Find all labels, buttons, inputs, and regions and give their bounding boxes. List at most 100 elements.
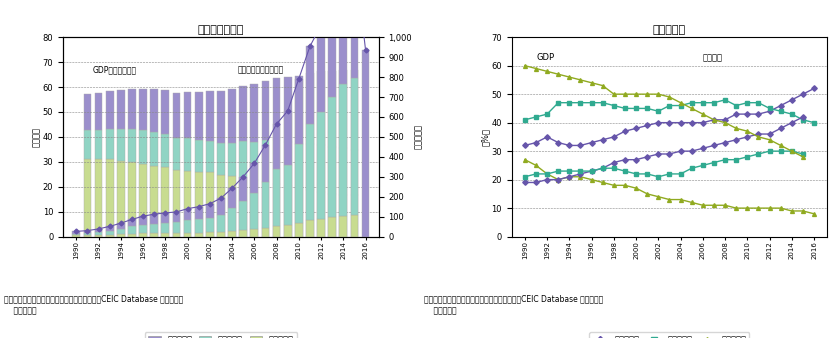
Bar (239, 142, 247, 177)
Bar (318, 192, 325, 237)
Bar (83, 94, 92, 130)
Bar (95, 93, 102, 129)
Bar (350, 78, 359, 215)
Bar (250, 163, 258, 193)
Legend: 第三次産業, 第二次産業, 第一次産業: 第三次産業, 第二次産業, 第一次産業 (144, 333, 297, 338)
Bar (228, 143, 236, 176)
Bar (161, 134, 169, 167)
Bar (261, 145, 270, 182)
Bar (195, 219, 202, 233)
Bar (95, 229, 102, 232)
Bar (228, 176, 236, 237)
Bar (184, 220, 192, 233)
Bar (172, 233, 181, 237)
Y-axis label: （兆元）: （兆元） (32, 127, 41, 147)
Bar (239, 177, 247, 201)
Bar (261, 182, 270, 237)
Bar (172, 212, 181, 222)
Bar (328, 147, 336, 194)
Bar (250, 180, 258, 237)
Bar (184, 171, 192, 237)
Bar (128, 234, 136, 237)
Text: GDP（左目盛り）: GDP（左目盛り） (93, 65, 137, 74)
Bar (239, 230, 247, 237)
Bar (217, 198, 225, 215)
Bar (150, 233, 158, 237)
Bar (128, 162, 136, 237)
Bar (261, 81, 270, 141)
Bar (261, 141, 270, 182)
Bar (206, 172, 213, 237)
Bar (228, 89, 236, 143)
Bar (339, 84, 347, 216)
Text: 就業人員（右目盛り）: 就業人員（右目盛り） (238, 65, 284, 74)
Bar (284, 143, 291, 186)
Bar (295, 144, 302, 188)
Bar (328, 1, 336, 97)
Bar (95, 159, 102, 237)
Bar (328, 217, 336, 237)
Bar (139, 130, 147, 164)
Bar (239, 177, 247, 237)
Bar (350, 195, 359, 237)
Bar (217, 232, 225, 237)
Bar (206, 218, 213, 232)
Bar (128, 226, 136, 234)
Bar (217, 175, 225, 237)
Bar (150, 89, 158, 131)
Y-axis label: （百万人）: （百万人） (413, 124, 423, 149)
Bar (139, 233, 147, 237)
Bar (117, 161, 124, 237)
Bar (284, 111, 291, 165)
Bar (350, 70, 359, 150)
Bar (328, 97, 336, 217)
Bar (295, 76, 302, 144)
Bar (184, 92, 192, 138)
Bar (139, 164, 147, 237)
Bar (106, 235, 113, 237)
Bar (139, 216, 147, 225)
Bar (273, 184, 281, 237)
Bar (273, 78, 281, 140)
Bar (172, 222, 181, 233)
Bar (261, 228, 270, 237)
Bar (261, 182, 270, 228)
Bar (117, 228, 124, 234)
Bar (339, 70, 347, 148)
Bar (106, 128, 113, 160)
Bar (250, 142, 258, 180)
Bar (328, 71, 336, 147)
Bar (217, 91, 225, 143)
Title: （金額・人数）: （金額・人数） (197, 25, 244, 35)
Bar (250, 230, 258, 237)
Bar (295, 188, 302, 237)
Bar (95, 235, 102, 237)
Bar (83, 235, 92, 237)
Bar (83, 159, 92, 237)
Bar (106, 226, 113, 231)
Bar (228, 208, 236, 231)
Bar (350, 150, 359, 195)
Bar (172, 93, 181, 138)
Bar (184, 138, 192, 171)
Bar (150, 224, 158, 233)
Bar (306, 144, 314, 190)
Y-axis label: （%）: （%） (480, 128, 490, 146)
Bar (239, 86, 247, 142)
Bar (128, 89, 136, 129)
Bar (318, 25, 325, 112)
Bar (95, 129, 102, 159)
Bar (206, 141, 213, 172)
Bar (195, 140, 202, 172)
Bar (318, 145, 325, 192)
Bar (117, 234, 124, 237)
Bar (117, 90, 124, 129)
Bar (284, 186, 291, 237)
Bar (106, 231, 113, 235)
Bar (83, 130, 92, 159)
Bar (195, 92, 202, 140)
Bar (306, 220, 314, 237)
Bar (328, 194, 336, 237)
Bar (339, 216, 347, 237)
Bar (128, 219, 136, 226)
